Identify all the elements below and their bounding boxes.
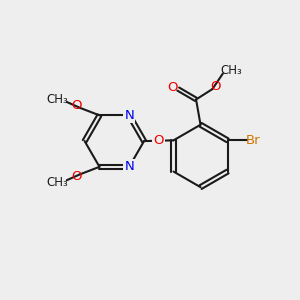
Text: N: N xyxy=(124,109,134,122)
Text: O: O xyxy=(154,134,164,147)
Text: Br: Br xyxy=(246,134,261,147)
Text: N: N xyxy=(124,160,134,173)
Text: O: O xyxy=(210,80,220,93)
Text: O: O xyxy=(71,170,82,183)
Text: CH₃: CH₃ xyxy=(220,64,242,77)
Text: CH₃: CH₃ xyxy=(46,93,68,106)
Text: O: O xyxy=(71,99,82,112)
Text: O: O xyxy=(168,81,178,94)
Text: CH₃: CH₃ xyxy=(46,176,68,189)
